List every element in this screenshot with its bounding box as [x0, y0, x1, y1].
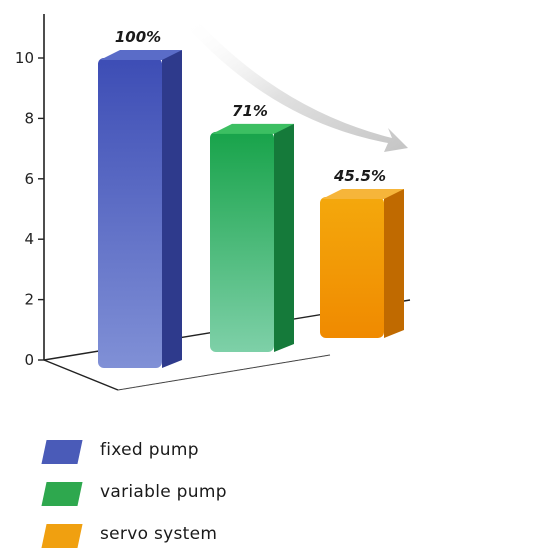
bar-top	[100, 50, 182, 60]
y-tick-label: 8	[24, 109, 34, 127]
legend-item-variable-pump: variable pump	[41, 482, 344, 512]
legend-item-servo-system: servo system	[41, 524, 344, 554]
legend-item-fixed-pump: fixed pump	[41, 440, 344, 470]
bar-front	[210, 131, 274, 352]
bar-front	[320, 196, 384, 338]
legend-label: fixed pump	[100, 440, 199, 460]
bar-variable-pump: 71%	[210, 102, 294, 353]
y-tick-label: 4	[24, 230, 34, 248]
bar-value-label: 71%	[232, 102, 268, 120]
bar-value-label: 45.5%	[333, 167, 386, 185]
legend-swatch	[41, 440, 83, 464]
y-tick-label: 10	[15, 49, 34, 67]
bar-front	[98, 58, 162, 368]
bar-side	[274, 123, 294, 353]
trend-arrow	[188, 18, 408, 152]
y-axis-ticks: 0 2 4 6 8 10	[15, 49, 44, 369]
x-axis-depth	[43, 359, 119, 391]
bars: 100% 71% 45.5%	[98, 28, 404, 368]
ground-line	[117, 354, 331, 391]
legend-swatch	[41, 524, 83, 548]
bar-side	[162, 50, 182, 368]
bar-side	[384, 188, 404, 338]
bar-fixed-pump: 100%	[98, 28, 182, 368]
legend-swatch	[41, 482, 83, 506]
y-tick-label: 2	[24, 291, 34, 309]
bar-value-label: 100%	[115, 28, 161, 46]
bar-top	[322, 188, 404, 199]
bar-servo-system: 45.5%	[320, 167, 404, 338]
y-tick-label: 0	[24, 351, 34, 369]
legend-label: servo system	[100, 524, 218, 544]
bar-top	[212, 123, 294, 134]
legend-label: variable pump	[100, 482, 227, 502]
y-tick-label: 6	[24, 170, 34, 188]
